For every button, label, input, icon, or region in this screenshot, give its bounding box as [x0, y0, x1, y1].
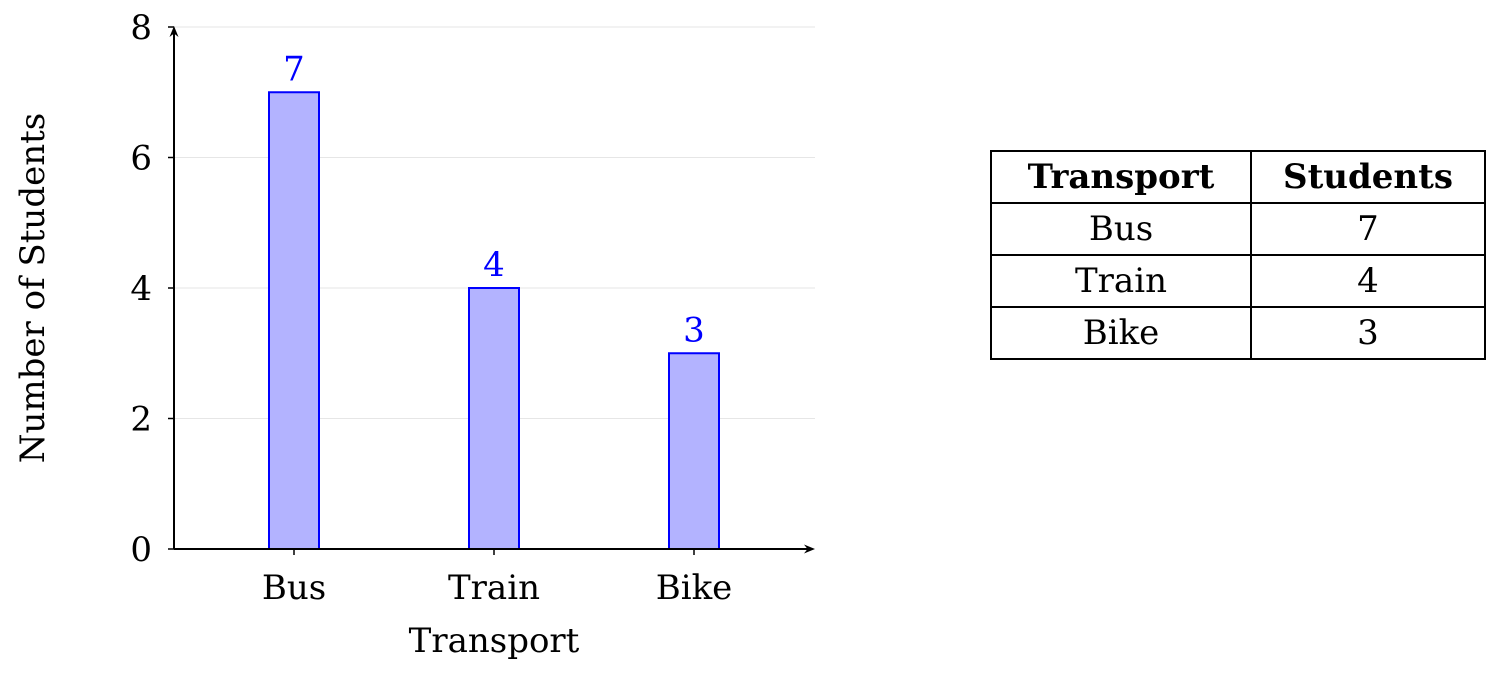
x-tick-label: Bike — [656, 568, 733, 608]
header-students: Students — [1250, 150, 1486, 204]
table-header-row: Transport Students — [990, 150, 1486, 204]
bars — [268, 91, 720, 550]
labels: 0 2 4 6 8 Bus 7 Train 4 Bike 3 — [130, 8, 732, 608]
data-label: 4 — [483, 245, 505, 285]
y-tick-label: 4 — [130, 269, 152, 309]
table-row: Bus 7 — [990, 202, 1486, 256]
table-row: Train 4 — [990, 254, 1486, 308]
table-row: Bike 3 — [990, 306, 1486, 360]
y-tick-label: 0 — [130, 530, 152, 570]
data-label: 7 — [283, 49, 305, 89]
data-label: 3 — [683, 310, 705, 350]
cell-students: 4 — [1250, 254, 1486, 308]
cell-transport: Bike — [990, 306, 1252, 360]
x-tick-label: Train — [448, 568, 540, 608]
y-tick-label: 6 — [130, 139, 152, 179]
y-axis-title: Number of Students — [13, 113, 53, 463]
y-axis-arrow — [169, 26, 179, 37]
cell-students: 7 — [1250, 202, 1486, 256]
x-axis-title: Transport — [409, 621, 580, 661]
y-tick-label: 8 — [130, 8, 152, 48]
header-transport: Transport — [990, 150, 1252, 204]
bar-train — [468, 287, 520, 550]
cell-students: 3 — [1250, 306, 1486, 360]
y-tick-label: 2 — [130, 400, 152, 440]
x-tick-label: Bus — [262, 568, 326, 608]
bar-chart: 0 2 4 6 8 Bus 7 Train 4 Bike 3 Transport Number of… — [13, 8, 815, 661]
cell-transport: Train — [990, 254, 1252, 308]
ticks — [168, 26, 695, 555]
cell-transport: Bus — [990, 202, 1252, 256]
axes — [169, 26, 815, 554]
data-table: Transport Students Bus 7 Train 4 Bike 3 — [990, 150, 1486, 360]
x-axis-arrow — [804, 544, 815, 554]
data-table-container: Transport Students Bus 7 Train 4 Bike 3 — [990, 150, 1486, 360]
bar-bike — [668, 352, 720, 550]
bar-bus — [268, 91, 320, 550]
